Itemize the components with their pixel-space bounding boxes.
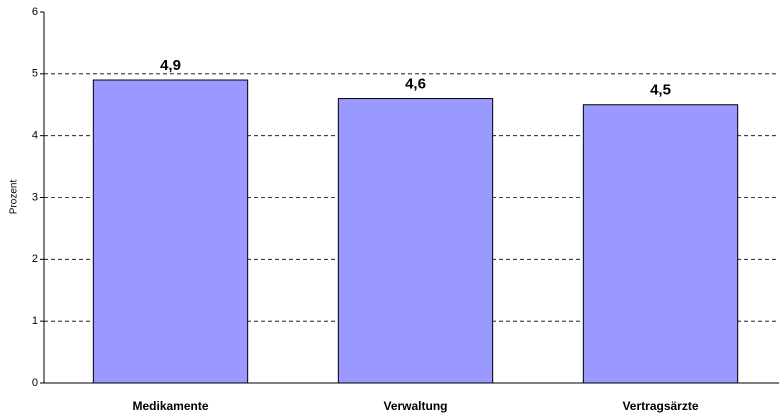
value-label: 4,5 [650,82,671,99]
value-label: 4,9 [160,57,181,74]
y-tick-label: 1 [32,315,38,327]
bar [337,98,494,384]
value-label: 4,6 [405,76,426,93]
y-tick-label: 2 [32,253,38,265]
bar [92,79,249,384]
y-tick-label: 6 [32,6,38,18]
x-tick-label: Medikamente [132,399,208,413]
y-axis-label: Prozent [9,180,20,215]
y-tick-label: 5 [32,68,38,80]
bar [582,104,739,384]
y-tick-label: 3 [32,191,38,203]
x-tick-label: Vertragsärzte [622,399,698,413]
y-tick-label: 4 [32,130,38,142]
y-tick-label: 0 [32,377,38,389]
x-tick-label: Verwaltung [383,399,447,413]
